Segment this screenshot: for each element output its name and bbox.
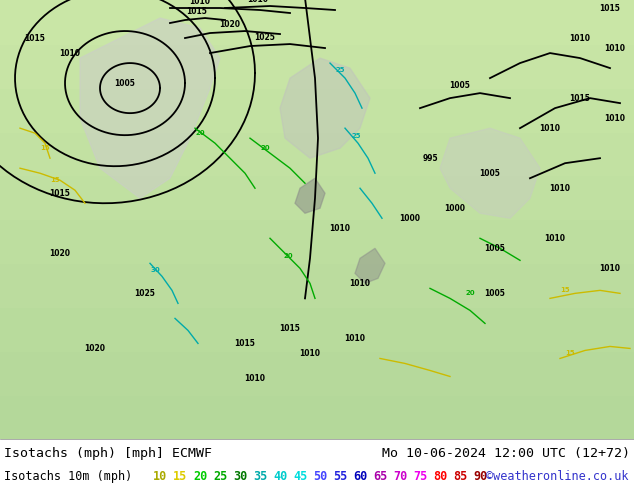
Text: 15: 15 xyxy=(40,145,50,151)
Text: 1010: 1010 xyxy=(600,264,621,273)
Text: 1025: 1025 xyxy=(255,33,275,42)
Text: 90: 90 xyxy=(473,470,488,484)
Text: 25: 25 xyxy=(335,67,345,73)
Text: 15: 15 xyxy=(50,177,60,183)
Text: 15: 15 xyxy=(560,287,570,294)
Text: 1025: 1025 xyxy=(134,289,155,298)
Text: 1020: 1020 xyxy=(84,344,105,353)
Text: 1010: 1010 xyxy=(604,44,626,52)
Text: ©weatheronline.co.uk: ©weatheronline.co.uk xyxy=(486,470,628,484)
Text: 1015: 1015 xyxy=(235,339,256,348)
Text: 35: 35 xyxy=(253,470,268,484)
Text: 1005: 1005 xyxy=(115,78,136,88)
Text: 1005: 1005 xyxy=(450,81,470,90)
Text: 1010: 1010 xyxy=(540,123,560,133)
Polygon shape xyxy=(295,178,325,213)
Text: 1010: 1010 xyxy=(550,184,571,193)
Text: 1010: 1010 xyxy=(60,49,81,57)
Text: 30: 30 xyxy=(150,268,160,273)
Text: 1020: 1020 xyxy=(219,20,240,29)
Text: 1010: 1010 xyxy=(349,279,370,288)
Polygon shape xyxy=(355,248,385,283)
Text: 1010: 1010 xyxy=(330,224,351,233)
Text: 1015: 1015 xyxy=(600,3,621,13)
Text: 1000: 1000 xyxy=(444,204,465,213)
Text: 1000: 1000 xyxy=(399,214,420,223)
Text: 30: 30 xyxy=(233,470,247,484)
Text: 1010: 1010 xyxy=(245,374,266,383)
Text: 25: 25 xyxy=(351,133,361,139)
Text: 45: 45 xyxy=(293,470,307,484)
Text: 20: 20 xyxy=(283,253,293,259)
Text: 1005: 1005 xyxy=(484,244,505,253)
Text: 1015: 1015 xyxy=(186,7,207,16)
Text: 1015: 1015 xyxy=(280,324,301,333)
Text: 70: 70 xyxy=(393,470,407,484)
Text: 1015: 1015 xyxy=(49,189,70,198)
Text: 1010: 1010 xyxy=(344,334,365,343)
Text: 1005: 1005 xyxy=(484,289,505,298)
Text: 65: 65 xyxy=(373,470,387,484)
Text: 20: 20 xyxy=(193,470,207,484)
Text: 1010: 1010 xyxy=(299,349,321,358)
Text: 1020: 1020 xyxy=(49,249,70,258)
Text: 55: 55 xyxy=(333,470,347,484)
Text: 75: 75 xyxy=(413,470,427,484)
Text: 15: 15 xyxy=(565,350,575,356)
Text: Isotachs (mph) [mph] ECMWF: Isotachs (mph) [mph] ECMWF xyxy=(4,447,212,460)
Text: 995: 995 xyxy=(422,154,438,163)
Polygon shape xyxy=(80,18,220,198)
Text: 1010: 1010 xyxy=(190,0,210,6)
Text: 25: 25 xyxy=(213,470,227,484)
Text: Mo 10-06-2024 12:00 UTC (12+72): Mo 10-06-2024 12:00 UTC (12+72) xyxy=(382,447,630,460)
Text: 1010: 1010 xyxy=(247,0,269,4)
Polygon shape xyxy=(280,58,370,158)
Text: 1005: 1005 xyxy=(479,169,500,178)
Text: 10: 10 xyxy=(153,470,167,484)
Text: 15: 15 xyxy=(173,470,187,484)
Text: 1010: 1010 xyxy=(545,234,566,243)
Text: 60: 60 xyxy=(353,470,367,484)
Text: Isotachs 10m (mph): Isotachs 10m (mph) xyxy=(4,470,133,484)
Text: 1015: 1015 xyxy=(569,94,590,102)
Text: 20: 20 xyxy=(465,291,475,296)
Text: 50: 50 xyxy=(313,470,327,484)
Text: 85: 85 xyxy=(453,470,467,484)
Text: 20: 20 xyxy=(195,130,205,136)
Text: 80: 80 xyxy=(433,470,447,484)
Text: 1010: 1010 xyxy=(569,33,590,43)
Text: 20: 20 xyxy=(260,145,270,151)
Text: 40: 40 xyxy=(273,470,287,484)
Text: 1010: 1010 xyxy=(604,114,626,122)
Text: 1015: 1015 xyxy=(25,33,46,43)
Polygon shape xyxy=(440,128,540,218)
